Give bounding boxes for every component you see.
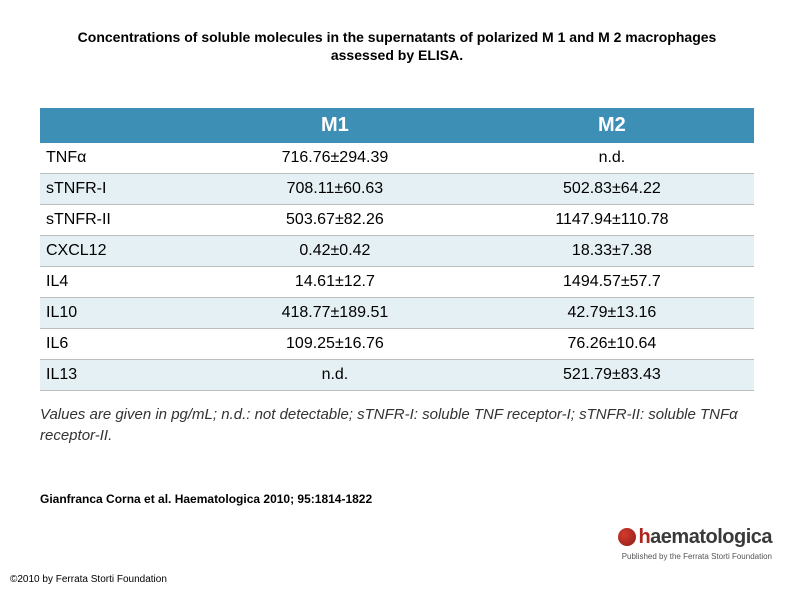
table-row: sTNFR-II 503.67±82.26 1147.94±110.78 <box>40 205 754 236</box>
row-m2: 42.79±13.16 <box>470 298 754 329</box>
row-label: CXCL12 <box>40 236 200 267</box>
logo-text: haematologica <box>638 526 772 549</box>
logo-main: haematologica <box>618 526 772 549</box>
col-header-m2: M2 <box>470 108 754 143</box>
table-row: IL13 n.d. 521.79±83.43 <box>40 360 754 391</box>
row-label: IL13 <box>40 360 200 391</box>
table-row: IL6 109.25±16.76 76.26±10.64 <box>40 329 754 360</box>
table-row: TNFα 716.76±294.39 n.d. <box>40 143 754 174</box>
logo-prefix: h <box>638 526 650 548</box>
logo-dot-icon <box>618 528 636 546</box>
title-line-2: assessed by ELISA. <box>331 47 463 63</box>
data-table-container: M1 M2 TNFα 716.76±294.39 n.d. sTNFR-I 70… <box>40 108 754 391</box>
title-line-1: Concentrations of soluble molecules in t… <box>78 29 717 45</box>
row-m1: 14.61±12.7 <box>200 267 470 298</box>
row-m1: 716.76±294.39 <box>200 143 470 174</box>
row-m1: 503.67±82.26 <box>200 205 470 236</box>
row-m2: 1494.57±57.7 <box>470 267 754 298</box>
row-m2: 76.26±10.64 <box>470 329 754 360</box>
row-m2: 1147.94±110.78 <box>470 205 754 236</box>
table-body: TNFα 716.76±294.39 n.d. sTNFR-I 708.11±6… <box>40 143 754 391</box>
row-m1: 418.77±189.51 <box>200 298 470 329</box>
row-m1: n.d. <box>200 360 470 391</box>
logo-subtitle: Published by the Ferrata Storti Foundati… <box>618 552 772 561</box>
row-label: IL4 <box>40 267 200 298</box>
row-m1: 708.11±60.63 <box>200 174 470 205</box>
table-row: CXCL12 0.42±0.42 18.33±7.38 <box>40 236 754 267</box>
row-label: TNFα <box>40 143 200 174</box>
citation-text: Gianfranca Corna et al. Haematologica 20… <box>40 492 754 506</box>
table-header-row: M1 M2 <box>40 108 754 143</box>
copyright-text: ©2010 by Ferrata Storti Foundation <box>10 574 167 585</box>
row-m2: 521.79±83.43 <box>470 360 754 391</box>
page-title: Concentrations of soluble molecules in t… <box>0 0 794 68</box>
row-m1: 0.42±0.42 <box>200 236 470 267</box>
col-header-blank <box>40 108 200 143</box>
row-m2: 502.83±64.22 <box>470 174 754 205</box>
logo-rest: aematologica <box>650 526 772 548</box>
data-table: M1 M2 TNFα 716.76±294.39 n.d. sTNFR-I 70… <box>40 108 754 391</box>
row-m2: n.d. <box>470 143 754 174</box>
row-label: IL10 <box>40 298 200 329</box>
row-label: sTNFR-I <box>40 174 200 205</box>
table-row: sTNFR-I 708.11±60.63 502.83±64.22 <box>40 174 754 205</box>
row-m1: 109.25±16.76 <box>200 329 470 360</box>
table-footnote: Values are given in pg/mL; n.d.: not det… <box>40 405 754 446</box>
row-label: sTNFR-II <box>40 205 200 236</box>
row-m2: 18.33±7.38 <box>470 236 754 267</box>
table-row: IL10 418.77±189.51 42.79±13.16 <box>40 298 754 329</box>
journal-logo: haematologica Published by the Ferrata S… <box>618 526 772 562</box>
table-row: IL4 14.61±12.7 1494.57±57.7 <box>40 267 754 298</box>
row-label: IL6 <box>40 329 200 360</box>
col-header-m1: M1 <box>200 108 470 143</box>
